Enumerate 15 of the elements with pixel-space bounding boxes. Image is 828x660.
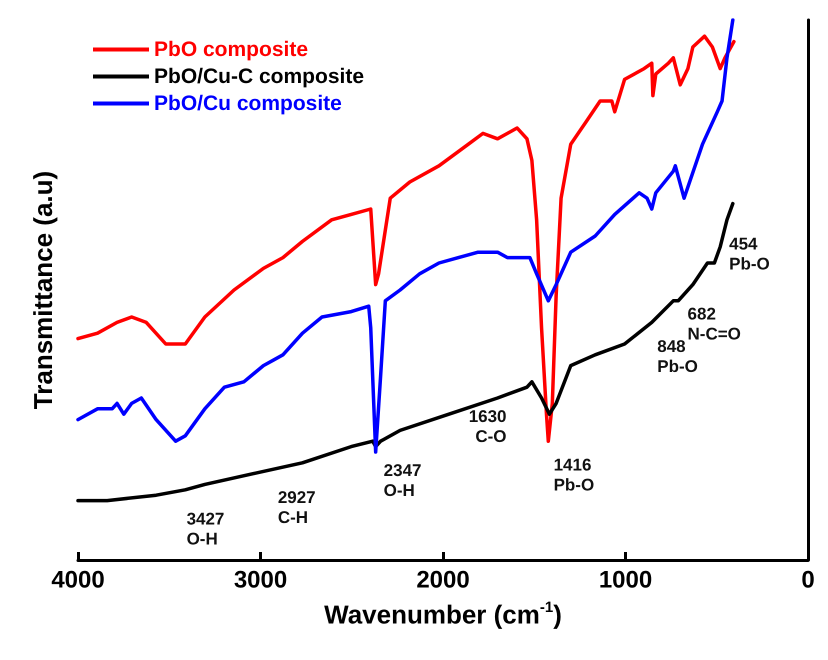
annotation: 2347 O-H (384, 461, 422, 500)
legend-label: PbO/Cu composite (154, 92, 342, 115)
y-axis-title: Transmittance (a.u) (28, 170, 58, 410)
annotation: 2927 C-H (278, 488, 316, 528)
annotation: 1630 C-O (468, 407, 507, 446)
x-tick-label: 0 (801, 566, 815, 594)
legend-label: PbO/Cu-C composite (154, 65, 364, 88)
annotation: 454 Pb-O (729, 234, 770, 274)
x-tick-label: 2000 (416, 566, 470, 594)
annotation: 1416 Pb-O (554, 456, 594, 495)
legend-label: PbO composite (154, 38, 308, 61)
x-tick-label: 1000 (598, 566, 652, 594)
x-tick-label: 3000 (234, 566, 288, 594)
annotation: 3427 O-H (186, 510, 224, 549)
x-tick-label: 4000 (51, 566, 105, 594)
